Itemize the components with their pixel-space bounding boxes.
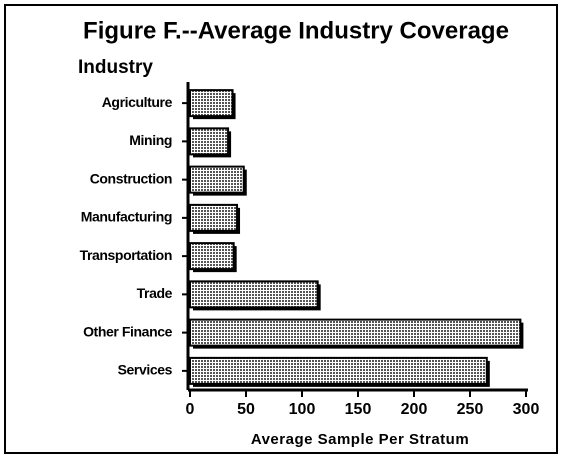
x-tick-label: 150: [345, 401, 372, 418]
bar: [189, 280, 319, 309]
y-tick-label: Transportation: [80, 247, 172, 263]
bar: [189, 127, 230, 156]
x-tick-label: 50: [237, 401, 255, 418]
y-tick-label: Mining: [129, 132, 172, 148]
bar: [189, 242, 235, 271]
y-tick-label: Manufacturing: [81, 209, 172, 225]
x-tick-label: 0: [186, 401, 195, 418]
bar: [189, 89, 234, 118]
x-tick-label: 300: [513, 401, 540, 418]
bar: [189, 165, 245, 194]
y-tick-label: Trade: [137, 285, 173, 301]
frame: [4, 4, 558, 454]
chart-title: Figure F.--Average Industry Coverage: [83, 17, 509, 44]
y-tick-label: Services: [118, 362, 173, 378]
y-tick-label: Construction: [90, 170, 172, 186]
bar: [189, 318, 522, 347]
y-axis-label: Industry: [78, 57, 153, 78]
x-tick-label: 200: [401, 401, 428, 418]
y-tick-label: Other Finance: [83, 323, 173, 339]
x-tick-label: 250: [457, 401, 484, 418]
x-axis-label: Average Sample Per Stratum: [251, 431, 469, 448]
bar: [189, 356, 488, 385]
y-tick-label: Agriculture: [102, 94, 173, 110]
x-tick-label: 100: [289, 401, 316, 418]
bar: [189, 203, 239, 232]
